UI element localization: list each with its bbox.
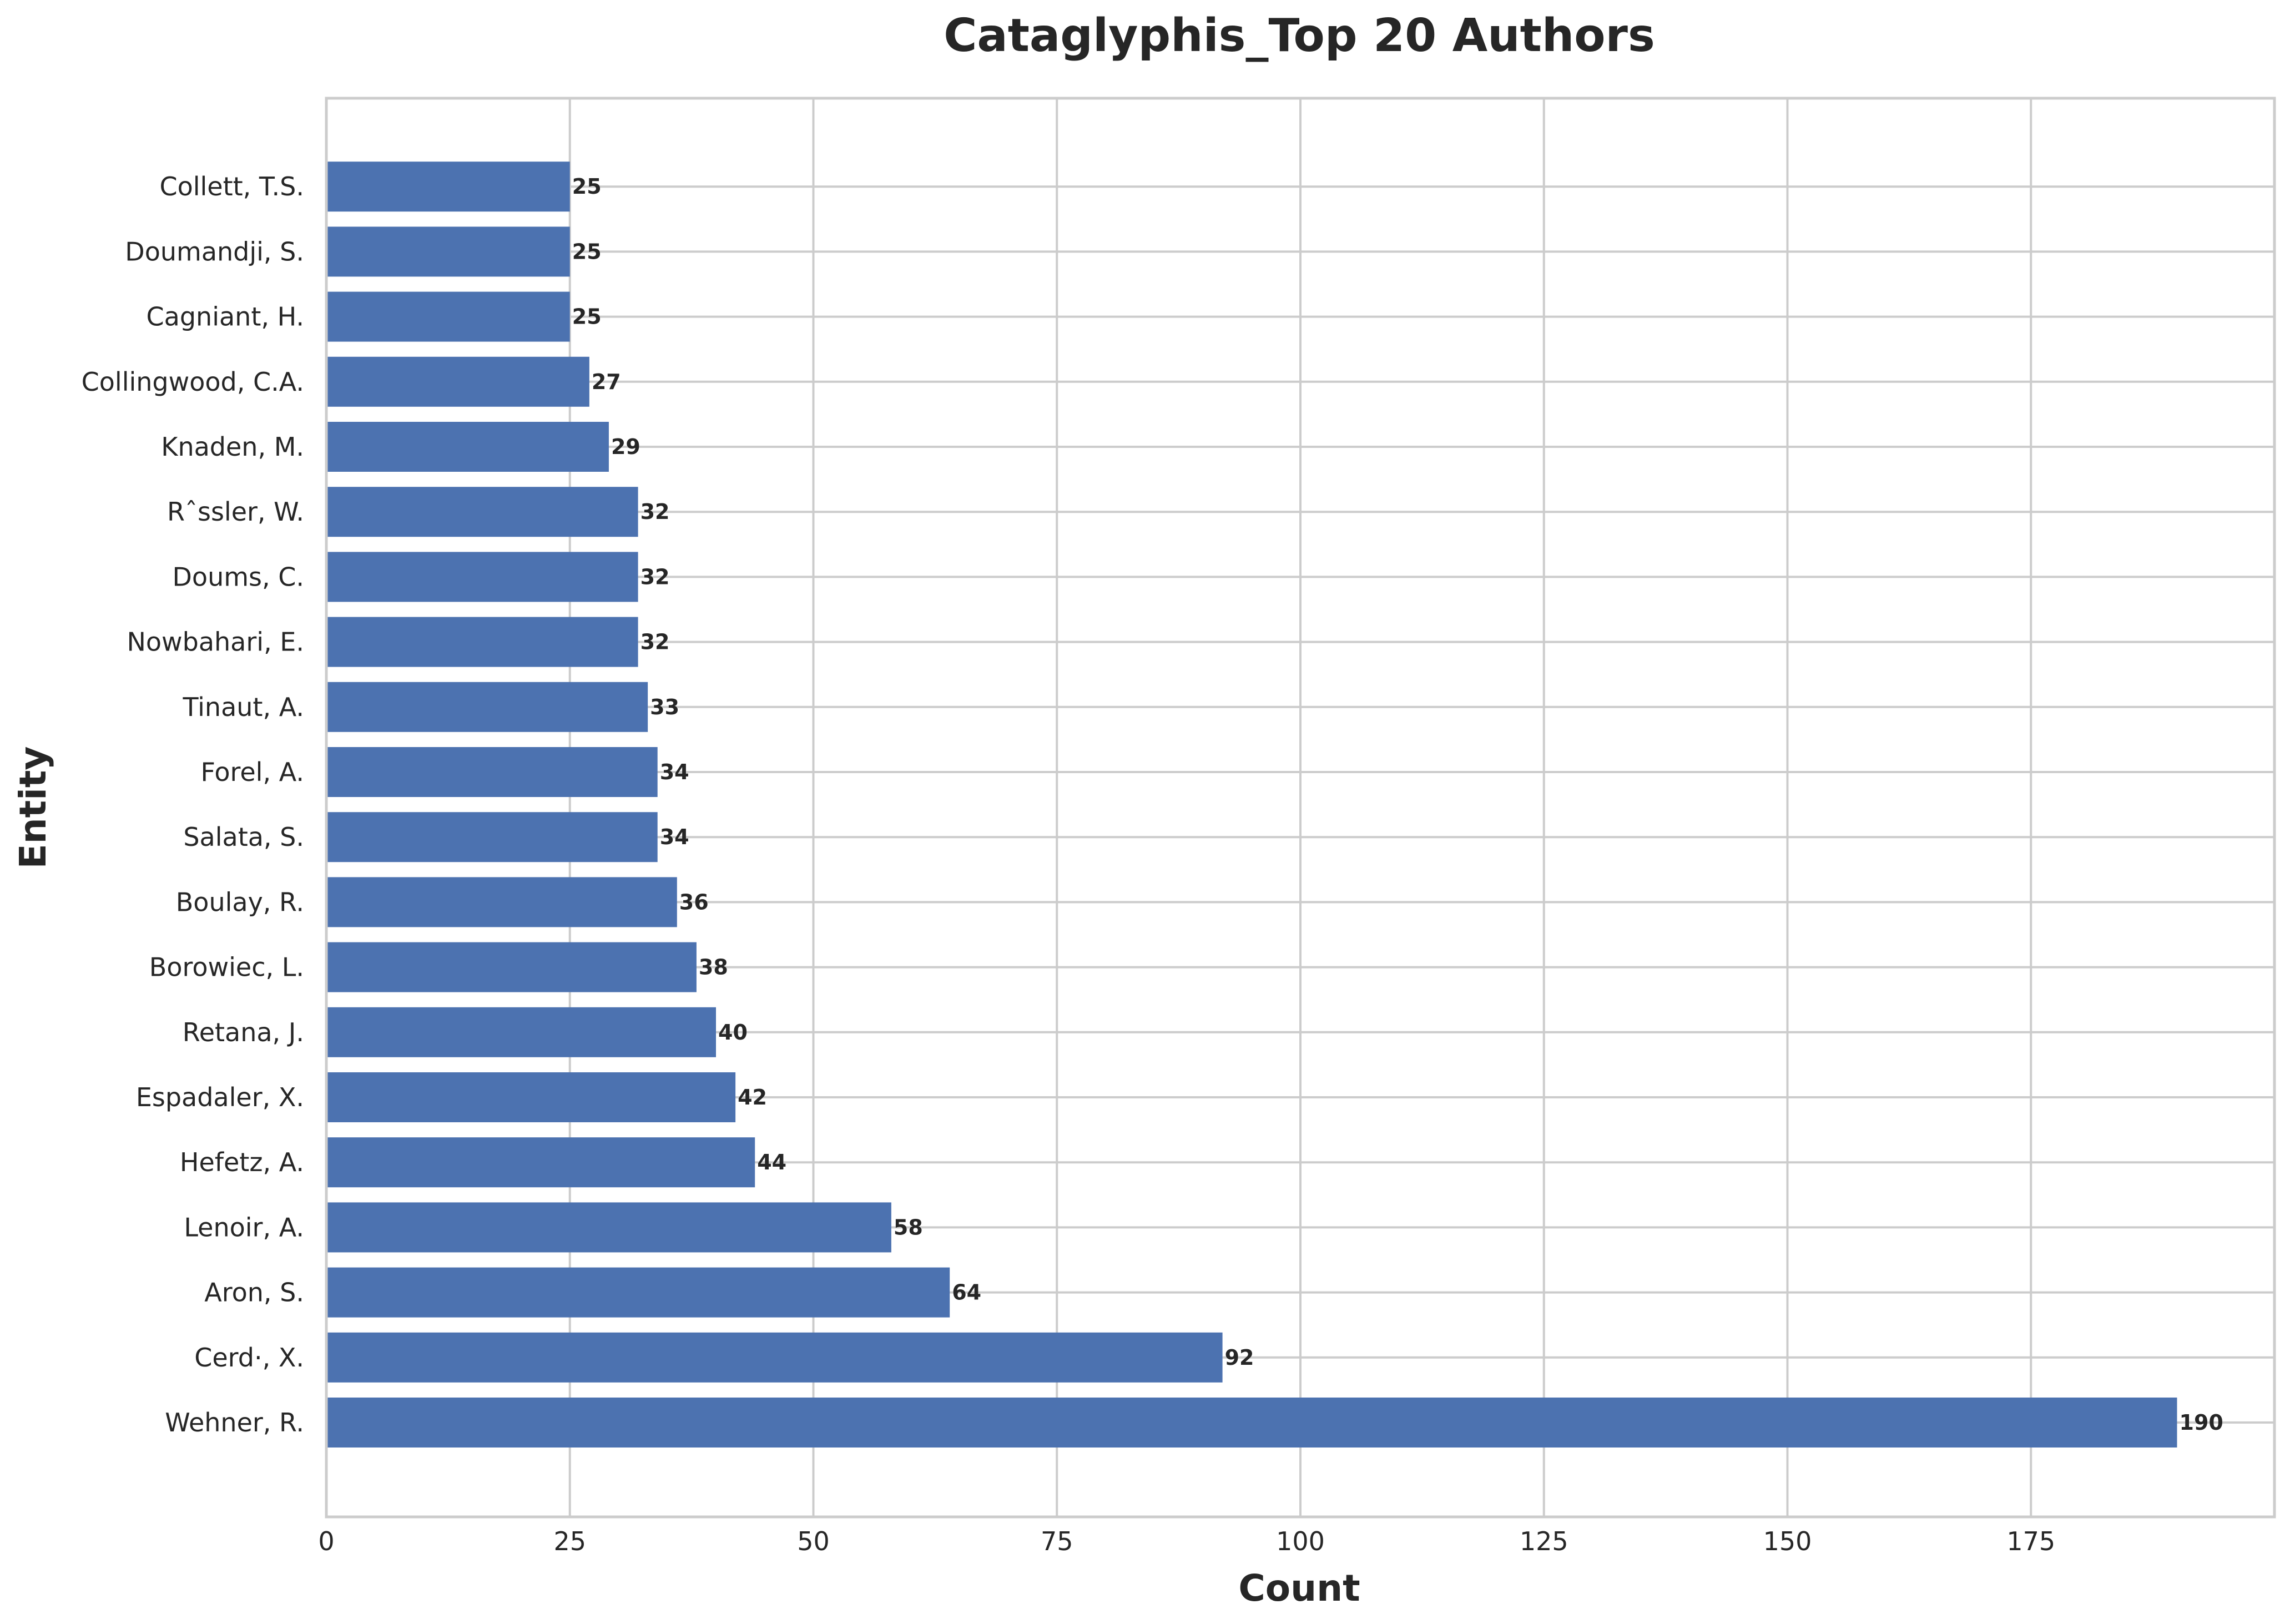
y-tick-label: Borowiec, L.: [149, 952, 304, 982]
chart-title: Cataglyphis_Top 20 Authors: [944, 9, 1655, 62]
value-label: 92: [1225, 1345, 1254, 1370]
x-tick-labels: 0 25 50 75 100 125 150 175: [318, 1526, 2055, 1556]
bar: [326, 747, 658, 797]
y-tick-label: Boulay, R.: [176, 887, 304, 917]
value-labels: 190 92 64 58 44 42 40 38 36 34 34 33 32 32 32 29 27 25 25 2…: [572, 174, 2223, 1435]
bar: [326, 682, 648, 732]
bar: [326, 487, 638, 537]
value-label: 64: [952, 1280, 981, 1305]
y-tick-labels: Wehner, R. Cerd·, X. Aron, S. Lenoir, A. Hef…: [82, 172, 304, 1438]
x-tick-label: 150: [1763, 1526, 1812, 1556]
y-tick-label: Hefetz, A.: [180, 1147, 304, 1177]
bar: [326, 1072, 736, 1122]
x-tick-label: 25: [553, 1526, 586, 1556]
value-label: 25: [572, 239, 602, 264]
x-tick-label: 100: [1276, 1526, 1325, 1556]
y-tick-label: Lenoir, A.: [184, 1212, 304, 1242]
value-label: 25: [572, 174, 602, 199]
bar: [326, 162, 570, 212]
bar: [326, 1137, 755, 1188]
x-tick-label: 75: [1041, 1526, 1073, 1556]
bar: [326, 226, 570, 277]
bar: [326, 1202, 891, 1253]
bar: [326, 356, 589, 407]
bar: [326, 1267, 950, 1318]
value-label: 40: [718, 1020, 748, 1045]
value-label: 42: [738, 1085, 767, 1109]
value-label: 32: [640, 630, 670, 654]
y-tick-label: Tinaut, A.: [182, 692, 304, 722]
y-tick-label: Espadaler, X.: [136, 1082, 304, 1112]
y-tick-label: Forel, A.: [201, 757, 304, 787]
bar: [326, 1332, 1223, 1383]
y-tick-label: Doums, C.: [173, 562, 304, 592]
bar: [326, 291, 570, 342]
bar: [326, 942, 697, 992]
bar: [326, 812, 658, 863]
bar: [326, 1398, 2177, 1448]
x-tick-label: 125: [1520, 1526, 1568, 1556]
value-label: 44: [757, 1150, 786, 1174]
bar: [326, 422, 609, 472]
value-label: 34: [660, 760, 689, 784]
y-tick-label: Rˆssler, W.: [167, 497, 304, 527]
bars: [326, 162, 2177, 1448]
value-label: 32: [640, 564, 670, 589]
y-tick-label: Nowbahari, E.: [127, 627, 304, 657]
y-tick-label: Wehner, R.: [165, 1408, 304, 1438]
bar: [326, 552, 638, 602]
value-label: 27: [592, 370, 621, 394]
y-tick-label: Doumandji, S.: [125, 236, 304, 266]
value-label: 32: [640, 500, 670, 524]
x-tick-label: 0: [318, 1526, 334, 1556]
value-label: 190: [2180, 1410, 2223, 1435]
value-label: 36: [679, 890, 709, 914]
value-label: 58: [894, 1215, 923, 1239]
y-tick-label: Retana, J.: [183, 1017, 304, 1047]
x-tick-label: 50: [797, 1526, 830, 1556]
x-tick-label: 175: [2006, 1526, 2055, 1556]
value-label: 33: [650, 695, 679, 719]
y-axis-label: Entity: [12, 747, 54, 869]
value-label: 38: [699, 955, 728, 980]
value-label: 34: [660, 825, 689, 849]
y-tick-label: Collingwood, C.A.: [82, 367, 304, 397]
y-tick-label: Collett, T.S.: [159, 172, 304, 201]
y-tick-label: Cerd·, X.: [194, 1343, 304, 1373]
y-tick-label: Aron, S.: [204, 1278, 304, 1308]
bar: [326, 877, 677, 927]
plot-frame: [325, 97, 2276, 1519]
y-tick-label: Salata, S.: [183, 822, 304, 852]
y-tick-label: Cagniant, H.: [147, 302, 304, 332]
value-label: 29: [611, 435, 640, 459]
value-label: 25: [572, 305, 602, 329]
y-tick-label: Knaden, M.: [161, 432, 304, 462]
bar: [326, 1007, 716, 1057]
bar: [326, 617, 638, 667]
x-axis-label: Count: [1238, 1567, 1360, 1610]
